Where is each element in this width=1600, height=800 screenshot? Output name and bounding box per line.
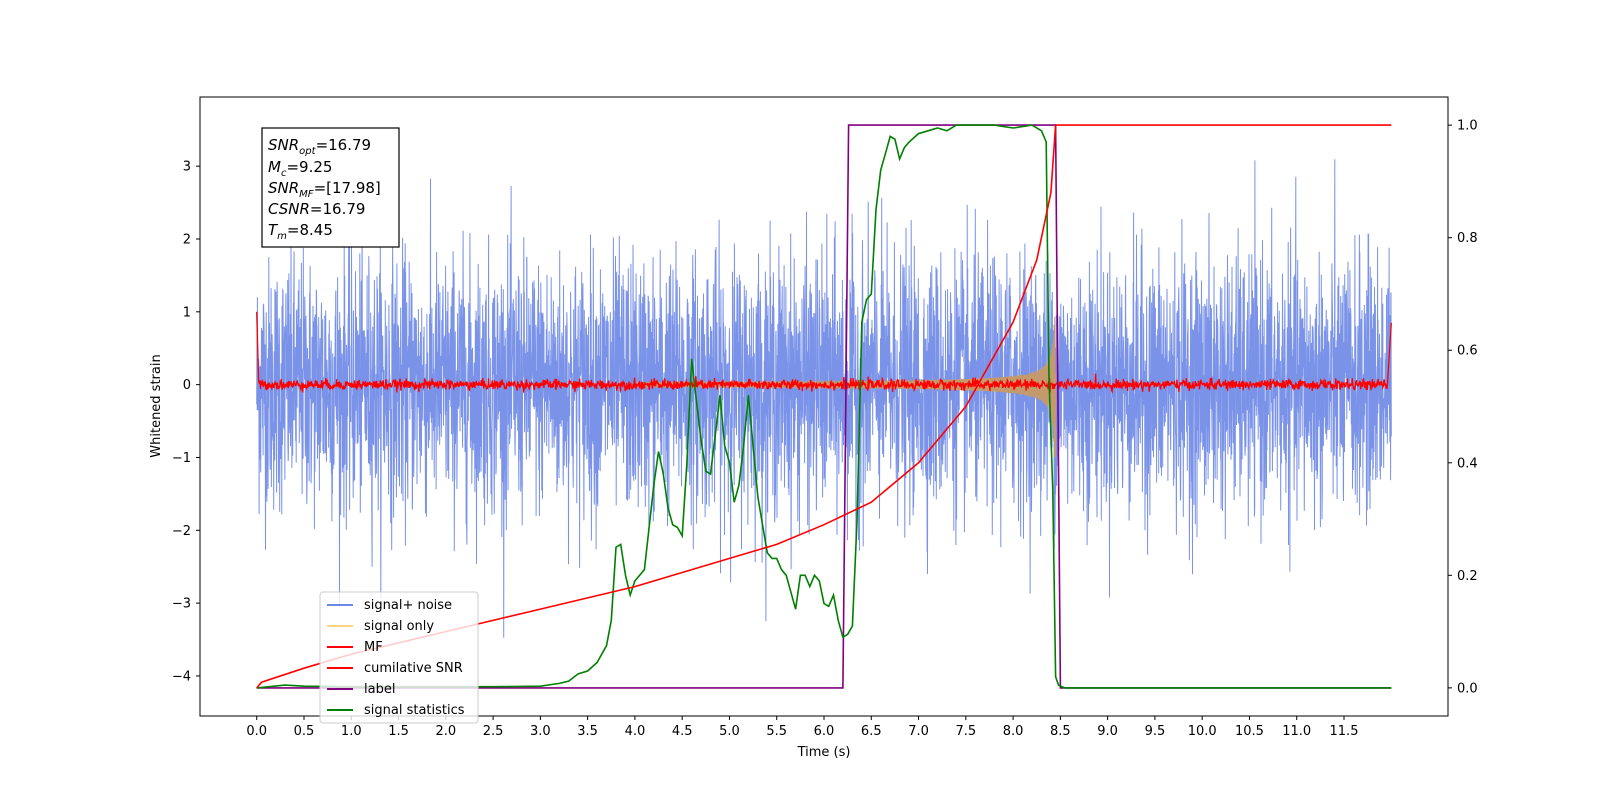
x-tick-label: 6.0 (814, 724, 835, 739)
svg-text:signal only: signal only (364, 619, 434, 634)
x-tick-label: 3.0 (530, 724, 551, 739)
svg-text:label: label (364, 682, 395, 697)
svg-text:MF: MF (364, 640, 383, 655)
y-tick-label: −1 (172, 451, 191, 466)
annotation-snr-mf: SNRMF=[17.98] (268, 179, 381, 200)
x-tick-label: 2.0 (435, 724, 456, 739)
x-tick-label: 10.0 (1188, 724, 1217, 739)
annotation-box: SNRopt=16.79 Mc=9.25 SNRMF=[17.98] CSNR=… (261, 127, 400, 248)
x-tick-label: 0.5 (294, 724, 315, 739)
x-tick-label: 10.5 (1235, 724, 1264, 739)
y-tick-label: −2 (172, 524, 191, 539)
y2-tick-label: 0.0 (1457, 681, 1478, 696)
signal-noise-line (256, 159, 1392, 638)
y-tick-label: −3 (172, 597, 191, 612)
y-tick-label: 1 (183, 305, 191, 320)
y-tick-label: −4 (172, 669, 191, 684)
legend-item: cumilative SNR (327, 661, 463, 676)
x-tick-label: 1.5 (388, 724, 409, 739)
x-tick-label: 1.0 (341, 724, 362, 739)
annotation-snr-opt: SNRopt=16.79 (268, 136, 371, 157)
x-tick-label: 11.0 (1282, 724, 1311, 739)
y2-tick-label: 0.4 (1457, 456, 1478, 471)
x-tick-label: 8.5 (1050, 724, 1071, 739)
legend: signal+ noise signal only MF cumilative … (319, 591, 479, 724)
legend-item: label (327, 682, 395, 697)
x-tick-label: 6.5 (861, 724, 882, 739)
annotation-tm: Tm=8.45 (268, 221, 333, 242)
legend-item: MF (327, 640, 383, 655)
x-axis: 0.0 0.5 1.0 1.5 2.0 2.5 3.0 3.5 4.0 4.5 5.0 5.5 6.0 6… (246, 716, 1358, 739)
x-tick-label: 9.0 (1097, 724, 1118, 739)
x-axis-label: Time (s) (797, 745, 851, 760)
x-tick-label: 4.0 (625, 724, 646, 739)
series-layer (256, 124, 1392, 689)
annotation-csnr: CSNR=16.79 (268, 200, 365, 218)
svg-text:cumilative SNR: cumilative SNR (364, 661, 463, 676)
signal-statistics-line (256, 124, 1392, 689)
annotation-mc: Mc=9.25 (268, 158, 332, 179)
x-tick-label: 2.5 (483, 724, 504, 739)
y2-tick-label: 0.8 (1457, 231, 1478, 246)
x-tick-label: 4.5 (672, 724, 693, 739)
legend-item: signal only (327, 619, 434, 634)
mf-line (256, 311, 1392, 394)
x-tick-label: 5.0 (719, 724, 740, 739)
svg-text:signal+ noise: signal+ noise (364, 598, 452, 613)
x-tick-label: 11.5 (1330, 724, 1359, 739)
y2-tick-label: 0.2 (1457, 569, 1478, 584)
y-tick-label: 0 (183, 378, 191, 393)
legend-item: signal statistics (327, 703, 465, 718)
legend-item: signal+ noise (327, 598, 452, 613)
x-tick-label: 0.0 (246, 724, 267, 739)
x-tick-label: 7.5 (955, 724, 976, 739)
x-tick-label: 8.0 (1003, 724, 1024, 739)
y-tick-label: 3 (183, 160, 191, 175)
x-tick-label: 9.5 (1145, 724, 1166, 739)
y2-tick-label: 1.0 (1457, 119, 1478, 134)
x-tick-label: 5.5 (766, 724, 787, 739)
x-tick-label: 7.0 (908, 724, 929, 739)
y-tick-label: 2 (183, 233, 191, 248)
y-axis-right: 1.0 0.8 0.6 0.4 0.2 0.0 (1448, 119, 1478, 696)
svg-text:signal statistics: signal statistics (364, 703, 465, 718)
y-axis-label: Whitened strain (149, 354, 164, 457)
x-tick-label: 3.5 (577, 724, 598, 739)
y-axis-left: 3 2 1 0 −1 −2 −3 −4 (172, 160, 200, 684)
y2-tick-label: 0.6 (1457, 344, 1478, 359)
